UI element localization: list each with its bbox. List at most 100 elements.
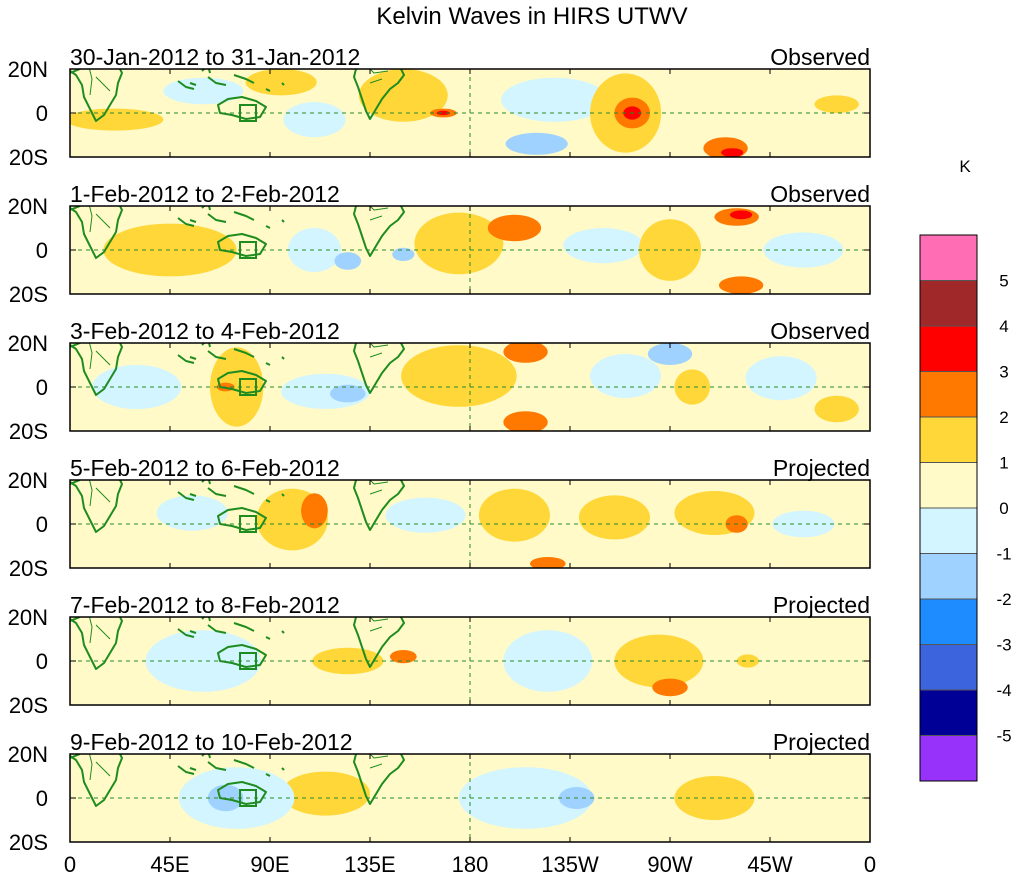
colorbar-swatch [919, 598, 978, 645]
panel-date-label: 7-Feb-2012 to 8-Feb-2012 [70, 592, 340, 618]
panel-contents [70, 343, 870, 431]
map-panel: 9-Feb-2012 to 10-Feb-2012 Projected 20N 0 20… [8, 729, 871, 855]
lat-label-20s: 20S [9, 556, 48, 581]
anomaly-blob [414, 212, 504, 275]
map-panel: 3-Feb-2012 to 4-Feb-2012 Observed 20N 0 20S [8, 318, 871, 444]
anomaly-blob [503, 343, 548, 363]
anomaly-blob [210, 347, 264, 427]
panel-contents [70, 754, 870, 842]
lat-label-20n: 20N [8, 742, 48, 767]
anomaly-blob [478, 488, 550, 542]
lat-label-20s: 20S [9, 145, 48, 170]
anomaly-blob [330, 384, 366, 403]
anomaly-blob [501, 77, 608, 122]
colorbar-label: 4 [999, 317, 1008, 336]
colorbar-label: -5 [996, 727, 1011, 746]
lon-tick-label: 90W [647, 852, 692, 877]
lon-tick-label: 180 [452, 852, 489, 877]
anomaly-blob [458, 767, 593, 829]
colorbar-label: -3 [996, 636, 1011, 655]
colorbar-unit: K [959, 157, 971, 176]
anomaly-blob [392, 247, 415, 261]
lat-label-20n: 20N [8, 605, 48, 630]
anomaly-blob [287, 228, 342, 272]
colorbar-swatch [919, 689, 978, 736]
figure-root: Kelvin Waves in HIRS UTWV 30-Jan-2012 to … [8, 3, 1012, 877]
anomaly-blob [647, 343, 693, 365]
anomaly-blob [674, 369, 710, 405]
figure-title: Kelvin Waves in HIRS UTWV [376, 3, 687, 30]
anomaly-blob [163, 77, 244, 105]
lon-tick-label: 135W [541, 852, 599, 877]
colorbar-swatch [919, 553, 978, 600]
map-panel: 5-Feb-2012 to 6-Feb-2012 Projected 20N 0 20S [8, 455, 871, 581]
colorbar-swatch [919, 371, 978, 418]
colorbar-label: 1 [999, 454, 1008, 473]
anomaly-blob [283, 102, 346, 138]
panel-contents [70, 480, 870, 568]
anomaly-blob [814, 95, 859, 113]
lon-tick-label: 45E [150, 852, 189, 877]
anomaly-blob [763, 232, 844, 268]
panel-date-label: 5-Feb-2012 to 6-Feb-2012 [70, 455, 340, 481]
lat-label-20s: 20S [9, 419, 48, 444]
colorbar-label: 0 [999, 499, 1008, 518]
colorbar-label: -2 [996, 590, 1011, 609]
map-panel: 7-Feb-2012 to 8-Feb-2012 Projected 20N 0 20S [8, 592, 871, 718]
colorbar-swatch [919, 507, 978, 554]
lat-label-equator: 0 [36, 101, 48, 126]
anomaly-blob [614, 634, 704, 688]
lat-label-equator: 0 [36, 512, 48, 537]
anomaly-blob [358, 69, 448, 122]
colorbar-frame [919, 234, 978, 782]
panel-date-label: 30-Jan-2012 to 31-Jan-2012 [70, 44, 360, 70]
panel-date-label: 9-Feb-2012 to 10-Feb-2012 [70, 729, 353, 755]
anomaly-blob [312, 647, 384, 675]
panel-date-label: 1-Feb-2012 to 2-Feb-2012 [70, 181, 340, 207]
anomaly-blob [674, 776, 755, 820]
anomaly-blob [156, 495, 228, 531]
colorbar-swatch [919, 325, 978, 372]
lat-label-equator: 0 [36, 649, 48, 674]
anomaly-blob [245, 69, 317, 96]
colorbar-swatch [919, 416, 978, 463]
panel-status-label: Projected [773, 455, 870, 481]
anomaly-blob [385, 497, 466, 533]
anomaly-blob [814, 395, 859, 423]
anomaly-blob [772, 510, 835, 538]
colorbar-label: -1 [996, 545, 1011, 564]
anomaly-blob [145, 630, 262, 692]
colorbar-swatch [919, 462, 978, 509]
lon-tick-label: 45W [747, 852, 792, 877]
anomaly-blob [721, 148, 744, 157]
lon-tick-label: 90E [250, 852, 289, 877]
lat-label-20n: 20N [8, 194, 48, 219]
colorbar-label: 3 [999, 363, 1008, 382]
colorbar-swatch [919, 735, 978, 782]
colorbar-label: -4 [996, 681, 1011, 700]
panel-contents [70, 617, 870, 705]
panel-contents [70, 206, 870, 294]
anomaly-blob [736, 654, 759, 668]
lat-label-20n: 20N [8, 57, 48, 82]
panel-status-label: Observed [770, 181, 870, 207]
lon-tick-label: 135E [344, 852, 395, 877]
colorbar-swatch [919, 280, 978, 327]
lat-label-20s: 20S [9, 830, 48, 855]
anomaly-blob [578, 495, 650, 540]
anomaly-blob [487, 214, 542, 242]
anomaly-blob [530, 557, 566, 568]
map-panel: 30-Jan-2012 to 31-Jan-2012 Observed 20N 0 20… [8, 44, 871, 170]
lat-label-20n: 20N [8, 468, 48, 493]
panel-status-label: Projected [773, 592, 870, 618]
map-panel: 1-Feb-2012 to 2-Feb-2012 Observed 20N 0 20S [8, 181, 871, 307]
anomaly-blob [745, 356, 817, 401]
panel-status-label: Projected [773, 729, 870, 755]
colorbar-label: 5 [999, 272, 1008, 291]
panel-contents [70, 69, 870, 157]
anomaly-blob [503, 630, 593, 692]
anomaly-blob [652, 678, 688, 697]
anomaly-blob [70, 108, 164, 131]
anomaly-blob [590, 354, 662, 398]
